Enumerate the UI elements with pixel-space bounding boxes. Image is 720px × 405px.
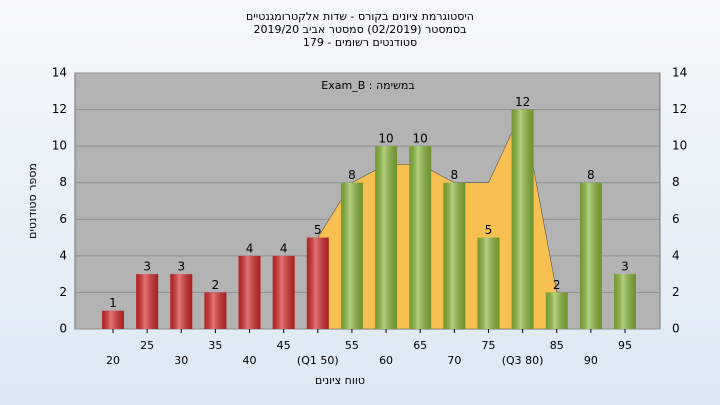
bar-shade <box>170 274 193 329</box>
data-label: 5 <box>485 223 493 237</box>
bar-shade <box>511 109 534 329</box>
y-tick-label: 12 <box>52 102 67 116</box>
data-label: 3 <box>143 260 151 274</box>
data-label: 5 <box>314 223 322 237</box>
x-tick-label: 75 <box>481 339 495 352</box>
data-label: 12 <box>515 95 530 109</box>
y-tick-label: 8 <box>59 175 67 189</box>
data-label: 8 <box>587 168 595 182</box>
data-label: 2 <box>553 278 561 292</box>
x-tick-label: 85 <box>550 339 564 352</box>
x-tick-label: (Q3 80) <box>502 354 544 367</box>
x-tick-label: 45 <box>277 339 291 352</box>
annotation: במשימה : Exam_B <box>321 79 414 92</box>
x-tick-label: 40 <box>243 354 257 367</box>
bar-shade <box>545 292 568 329</box>
chart-title: היסטוגרמת ציונים בקורס - שדות אלקטרומגנט… <box>246 10 474 23</box>
data-label: 4 <box>246 241 254 255</box>
y-tick-label: 10 <box>52 139 67 153</box>
data-label: 1 <box>109 296 117 310</box>
bar-shade <box>340 182 363 329</box>
data-label: 8 <box>348 168 356 182</box>
chart-subtitle: בסמסטר (02/2019) סמסטר אביב 2019/20 <box>253 23 466 36</box>
data-label: 3 <box>621 260 629 274</box>
y2-tick-label: 6 <box>672 212 680 226</box>
bar-shade <box>375 146 398 329</box>
x-tick-label: 60 <box>379 354 393 367</box>
y2-tick-label: 14 <box>672 66 687 80</box>
data-label: 10 <box>413 132 428 146</box>
data-label: 8 <box>451 168 459 182</box>
x-tick-label: 55 <box>345 339 359 352</box>
data-label: 2 <box>212 278 220 292</box>
bar-shade <box>136 274 159 329</box>
y-tick-label: 6 <box>59 212 67 226</box>
x-axis-label: טווח ציונים <box>315 374 365 387</box>
y-tick-label: 2 <box>59 285 67 299</box>
x-tick-label: 30 <box>174 354 188 367</box>
y-tick-label: 14 <box>52 66 67 80</box>
x-tick-label: 95 <box>618 339 632 352</box>
y-tick-label: 0 <box>59 322 67 336</box>
chart-subtitle: סטודנטים רשומים - 179 <box>303 36 417 49</box>
bar-shade <box>306 237 329 329</box>
y-axis-label: מספר סטודנטים <box>26 163 39 239</box>
bar-shade <box>238 255 261 329</box>
data-label: 4 <box>280 241 288 255</box>
bar-shade <box>102 310 124 329</box>
bar-shade <box>443 182 466 329</box>
y-tick-label: 4 <box>59 248 67 262</box>
x-tick-label: 20 <box>106 354 120 367</box>
data-label: 3 <box>177 260 185 274</box>
x-tick-label: 65 <box>413 339 427 352</box>
bar-shade <box>614 274 636 329</box>
x-tick-label: (Q1 50) <box>297 354 339 367</box>
y2-tick-label: 12 <box>672 102 687 116</box>
bar-shade <box>409 146 432 329</box>
x-tick-label: 70 <box>447 354 461 367</box>
y2-tick-label: 0 <box>672 322 680 336</box>
bar-shade <box>204 292 227 329</box>
y2-tick-label: 10 <box>672 139 687 153</box>
bar-shade <box>477 237 500 329</box>
x-tick-label: 90 <box>584 354 598 367</box>
y2-tick-label: 2 <box>672 285 680 299</box>
y2-tick-label: 8 <box>672 175 680 189</box>
bar-shade <box>579 182 602 329</box>
y2-tick-label: 4 <box>672 248 680 262</box>
x-tick-label: 35 <box>208 339 222 352</box>
bar-shade <box>272 255 295 329</box>
data-label: 10 <box>378 132 393 146</box>
x-tick-label: 25 <box>140 339 154 352</box>
